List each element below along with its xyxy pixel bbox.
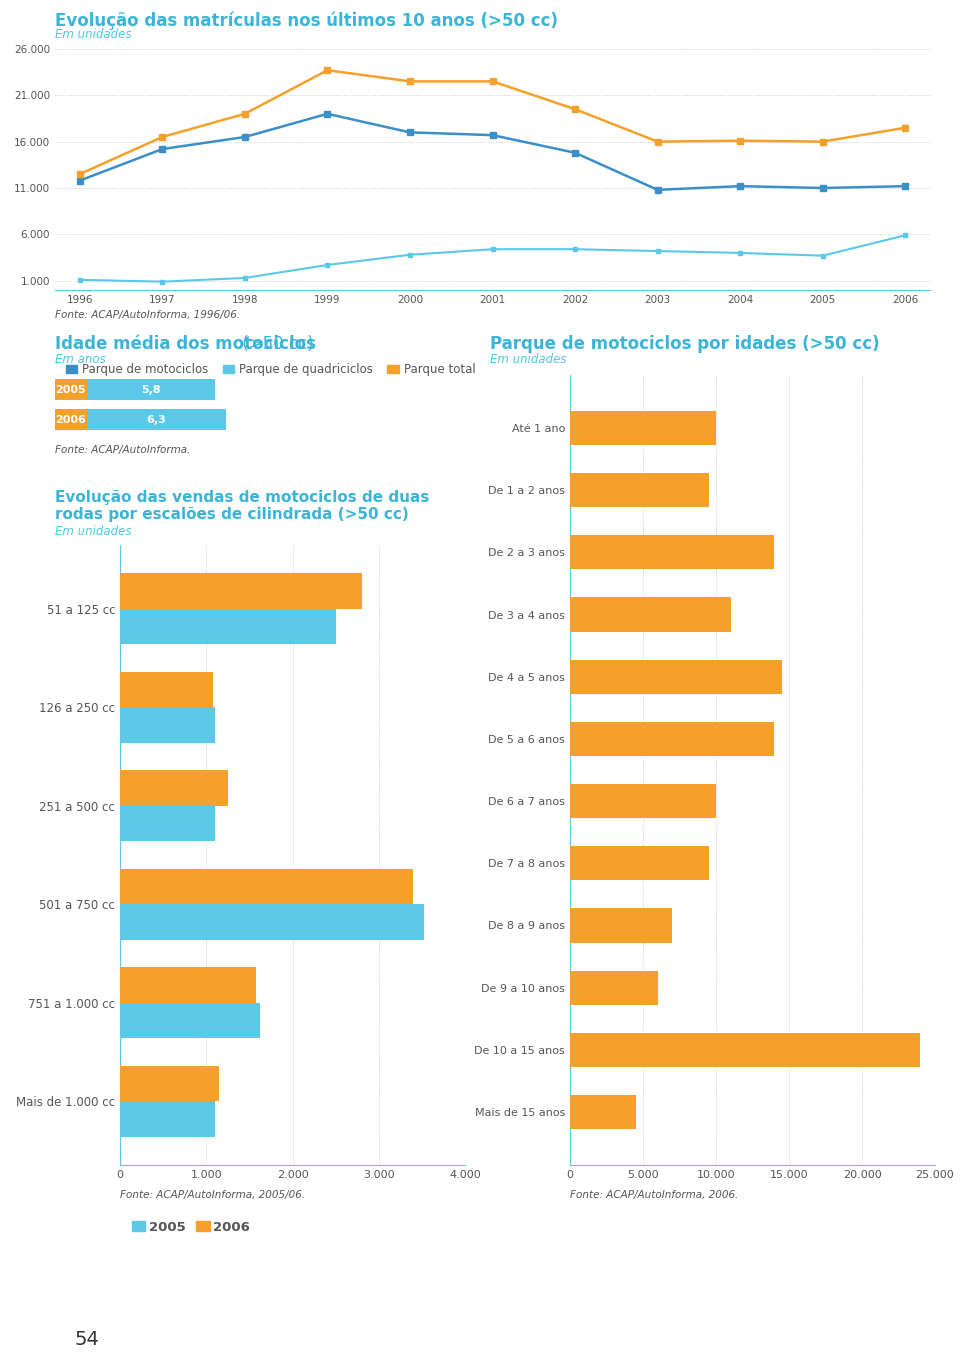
Text: Em unidades: Em unidades <box>490 353 566 366</box>
Bar <box>120 672 213 707</box>
Legend: 2005, 2006: 2005, 2006 <box>127 1215 255 1238</box>
Bar <box>570 1033 921 1067</box>
Bar <box>570 784 716 818</box>
Bar <box>120 1065 219 1102</box>
Text: (>50 cc): (>50 cc) <box>237 335 314 353</box>
Bar <box>570 722 775 756</box>
Bar <box>570 909 672 942</box>
Text: 6,3: 6,3 <box>146 415 166 425</box>
Bar <box>570 660 781 694</box>
Bar <box>120 869 413 904</box>
Text: Parque de motociclos por idades (>50 cc): Parque de motociclos por idades (>50 cc) <box>490 335 879 353</box>
Bar <box>86 410 226 430</box>
Bar <box>120 1102 215 1137</box>
Bar <box>570 846 708 880</box>
Bar <box>120 1003 260 1038</box>
Text: 5,8: 5,8 <box>141 385 160 395</box>
Text: Em anos: Em anos <box>55 353 106 366</box>
Text: Evolução das matrículas nos últimos 10 anos (>50 cc): Evolução das matrículas nos últimos 10 a… <box>55 12 558 31</box>
Text: rodas por escalões de cilindrada (>50 cc): rodas por escalões de cilindrada (>50 cc… <box>55 507 409 522</box>
Text: Em unidades: Em unidades <box>55 525 132 538</box>
Bar <box>570 598 731 631</box>
Bar <box>120 608 336 644</box>
Bar <box>120 967 256 1003</box>
Bar <box>570 473 708 507</box>
Text: Fonte: ACAP/AutoInforma.: Fonte: ACAP/AutoInforma. <box>55 445 190 456</box>
Text: Fonte: ACAP/AutoInforma, 2005/06.: Fonte: ACAP/AutoInforma, 2005/06. <box>120 1190 305 1201</box>
Text: 54: 54 <box>75 1330 100 1349</box>
Text: Fonte: ACAP/AutoInforma, 1996/06.: Fonte: ACAP/AutoInforma, 1996/06. <box>55 310 240 320</box>
Bar <box>120 806 215 841</box>
Bar <box>86 380 215 400</box>
Text: Evolução das vendas de motociclos de duas: Evolução das vendas de motociclos de dua… <box>55 489 429 506</box>
Text: Em unidades: Em unidades <box>55 28 132 41</box>
Bar <box>55 380 86 400</box>
Bar <box>570 411 716 445</box>
Bar <box>120 904 423 940</box>
Bar <box>120 771 228 806</box>
Bar <box>120 573 362 608</box>
Bar <box>120 707 215 742</box>
Bar <box>570 535 775 569</box>
Text: Idade média dos motociclos: Idade média dos motociclos <box>55 335 316 353</box>
Text: 2005: 2005 <box>56 385 86 395</box>
Legend: Parque de motociclos, Parque de quadriciclos, Parque total: Parque de motociclos, Parque de quadrici… <box>60 358 480 381</box>
Text: 2006: 2006 <box>56 415 86 425</box>
Text: Fonte: ACAP/AutoInforma, 2006.: Fonte: ACAP/AutoInforma, 2006. <box>570 1190 738 1201</box>
Bar <box>570 1095 636 1129</box>
Bar <box>570 971 658 1005</box>
Bar <box>55 410 86 430</box>
